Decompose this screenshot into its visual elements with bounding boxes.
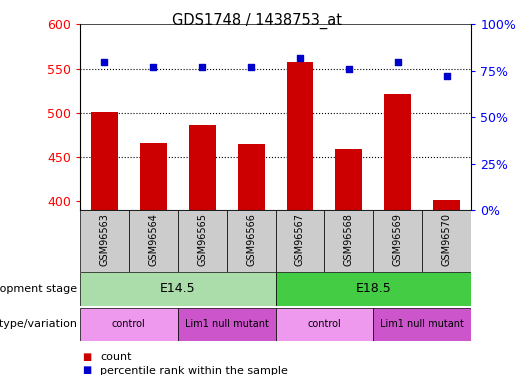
Text: control: control	[307, 320, 341, 329]
Point	[100, 58, 109, 64]
Text: E18.5: E18.5	[355, 282, 391, 295]
Bar	[178, 308, 276, 341]
Text: GSM96569: GSM96569	[393, 213, 403, 266]
Text: genotype/variation: genotype/variation	[0, 320, 77, 329]
Text: E14.5: E14.5	[160, 282, 196, 295]
Bar	[140, 143, 167, 210]
Bar	[80, 272, 276, 306]
Text: GSM96568: GSM96568	[344, 213, 354, 266]
Bar	[91, 112, 118, 210]
Point	[394, 58, 402, 64]
Bar	[276, 210, 324, 272]
Text: GSM96570: GSM96570	[442, 213, 452, 266]
Bar	[433, 200, 460, 210]
Text: GDS1748 / 1438753_at: GDS1748 / 1438753_at	[173, 13, 342, 29]
Text: GSM96566: GSM96566	[246, 213, 256, 266]
Point	[345, 66, 353, 72]
Text: development stage: development stage	[0, 284, 77, 294]
Text: GSM96565: GSM96565	[197, 213, 207, 266]
Bar	[237, 144, 265, 210]
Bar	[422, 210, 471, 272]
Text: count: count	[100, 352, 132, 362]
Bar	[384, 94, 411, 210]
Bar	[129, 210, 178, 272]
Bar	[80, 308, 178, 341]
Text: Lim1 null mutant: Lim1 null mutant	[381, 320, 464, 329]
Text: control: control	[112, 320, 146, 329]
Text: GSM96564: GSM96564	[148, 213, 158, 266]
Text: ■: ■	[82, 352, 92, 362]
Bar	[178, 210, 227, 272]
Text: percentile rank within the sample: percentile rank within the sample	[100, 366, 288, 375]
Bar	[324, 210, 373, 272]
Text: Lim1 null mutant: Lim1 null mutant	[185, 320, 268, 329]
Point	[247, 64, 255, 70]
Bar	[80, 210, 129, 272]
Bar	[335, 149, 363, 210]
Text: ■: ■	[82, 366, 92, 375]
Text: GSM96563: GSM96563	[99, 213, 109, 266]
Text: GSM96567: GSM96567	[295, 213, 305, 266]
Bar	[373, 210, 422, 272]
Bar	[373, 308, 471, 341]
Bar	[188, 125, 216, 210]
Point	[296, 55, 304, 61]
Bar	[276, 272, 471, 306]
Bar	[286, 62, 314, 210]
Bar	[227, 210, 276, 272]
Point	[198, 64, 206, 70]
Bar	[276, 308, 373, 341]
Point	[149, 64, 158, 70]
Point	[443, 74, 451, 80]
